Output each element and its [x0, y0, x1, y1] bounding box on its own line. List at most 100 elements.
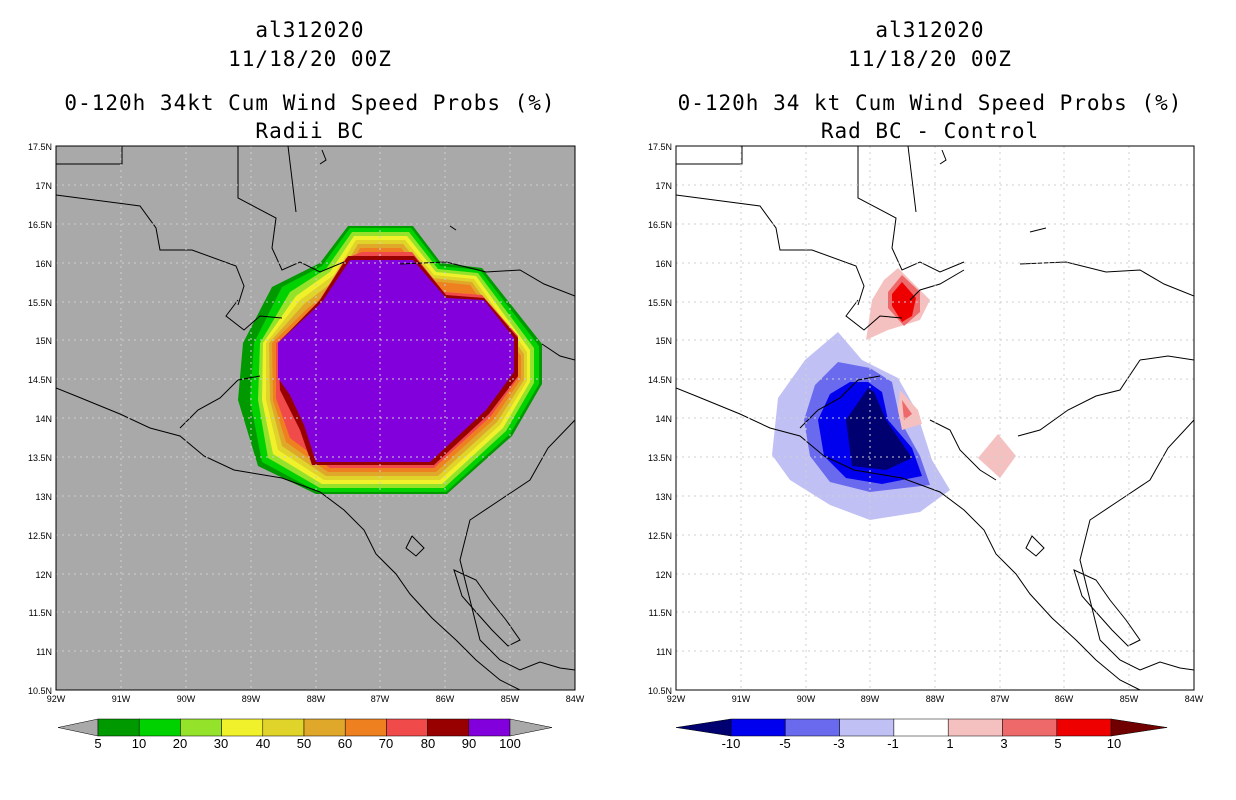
right-colorbar [675, 718, 1168, 737]
right-title: 0-120h 34 kt Cum Wind Speed Probs (%) [677, 91, 1183, 115]
colorbar-swatch [221, 718, 264, 737]
left-subtitle: Radii BC [255, 119, 365, 143]
right-lat-label: 11.5N [649, 608, 672, 618]
right-lat-label: 15.5N [648, 298, 672, 308]
right-colorbar-label: -1 [887, 736, 899, 751]
left-lon-label: 91W [112, 694, 131, 704]
colorbar-swatch [386, 718, 428, 737]
left-colorbar-label: 5 [94, 736, 101, 751]
right-coastlines [676, 146, 1194, 690]
right-colorbar-label: -10 [722, 736, 741, 751]
right-lat-label: 17.5N [648, 142, 672, 152]
left-colorbar-label: 10 [132, 736, 146, 751]
right-colorbar-label: 5 [1054, 736, 1061, 751]
colorbar-swatch [1056, 718, 1112, 737]
right-lat-label: 13.5N [648, 453, 672, 463]
left-lat-label: 11.5N [29, 608, 52, 618]
colorbar-low-end [57, 718, 99, 737]
left-lon-label: 92W [47, 694, 66, 704]
colorbar-swatch [344, 718, 387, 737]
right-lat-label: 16.5N [648, 220, 672, 230]
right-lon-label: 89W [861, 694, 880, 704]
right-lon-label: 84W [1185, 694, 1204, 704]
left-colorbar-label: 80 [421, 736, 435, 751]
right-datetime: 11/18/20 00Z [848, 47, 1012, 71]
left-lat-label: 14.5N [28, 375, 52, 385]
left-lon-label: 88W [307, 694, 326, 704]
left-lat-label: 16.5N [28, 220, 52, 230]
right-lon-label: 85W [1120, 694, 1139, 704]
right-lat-label: 12.5N [648, 531, 672, 541]
left-map: 17.5N 17N 16.5N 16N 15.5N 15N 14.5N 14N … [28, 142, 585, 751]
left-lat-label: 11N [36, 647, 52, 657]
right-lat-label: 16N [655, 259, 672, 269]
right-grid [676, 146, 1194, 690]
left-grid [56, 146, 575, 690]
left-datetime: 11/18/20 00Z [228, 47, 392, 71]
left-lon-label: 85W [501, 694, 520, 704]
colorbar-low-end [675, 718, 732, 737]
right-storm-id: al312020 [875, 18, 985, 42]
right-colorbar-label: 3 [1000, 736, 1007, 751]
left-colorbar-label: 30 [214, 736, 228, 751]
left-lat-label: 10.5N [28, 686, 52, 696]
left-lon-label: 86W [436, 694, 455, 704]
right-lat-label: 11N [656, 647, 672, 657]
left-storm-id: al312020 [255, 18, 365, 42]
left-lat-label: 16N [35, 259, 52, 269]
left-colorbar-label: 100 [499, 736, 521, 751]
anomaly-pos-1c [978, 434, 1016, 478]
left-lat-label: 15.5N [28, 298, 52, 308]
colorbar-swatch [303, 718, 346, 737]
left-colorbar-labels: 5 10 20 30 40 50 60 70 80 90 100 [94, 736, 520, 751]
left-colorbar-label: 20 [173, 736, 187, 751]
left-lat-label: 13.5N [28, 453, 52, 463]
right-lon-label: 91W [732, 694, 751, 704]
left-lat-label: 12.5N [28, 531, 52, 541]
right-lat-label: 10.5N [648, 686, 672, 696]
left-lat-label: 12N [35, 570, 52, 580]
right-colorbar-label: 1 [946, 736, 953, 751]
right-lon-label: 86W [1055, 694, 1074, 704]
right-map: 17.5N 17N 16.5N 16N 15.5N 15N 14.5N 14N … [648, 142, 1204, 751]
right-colorbar-labels: -10 -5 -3 -1 1 3 5 10 [722, 736, 1122, 751]
right-subtitle: Rad BC - Control [820, 119, 1040, 143]
right-lat-label: 14.5N [648, 375, 672, 385]
colorbar-swatch [468, 718, 511, 737]
right-colorbar-label: -3 [833, 736, 845, 751]
colorbar-swatch [262, 718, 305, 737]
right-map-frame [675, 145, 1195, 691]
right-lat-label: 17N [655, 181, 672, 191]
left-lon-label: 90W [177, 694, 196, 704]
left-map-frame [55, 145, 576, 691]
anomaly-pos-3b [902, 400, 912, 420]
left-colorbar [57, 718, 553, 737]
left-lat-label: 17N [35, 181, 52, 191]
right-colorbar-label: -5 [779, 736, 791, 751]
right-lat-label: 15N [655, 336, 672, 346]
left-lat-label: 13N [35, 492, 52, 502]
right-lon-label: 87W [991, 694, 1010, 704]
anomaly-neg-10 [846, 388, 912, 470]
prob-ring-90 [278, 260, 514, 462]
left-coastlines [56, 146, 575, 690]
colorbar-swatch [785, 718, 840, 737]
left-colorbar-label: 50 [297, 736, 311, 751]
left-lat-label: 17.5N [28, 142, 52, 152]
colorbar-swatch [138, 718, 181, 737]
colorbar-swatch [1002, 718, 1058, 737]
left-colorbar-label: 70 [379, 736, 393, 751]
right-lat-label: 13N [655, 492, 672, 502]
right-lat-label: 12N [655, 570, 672, 580]
left-lon-label: 87W [371, 694, 390, 704]
left-lon-label: 89W [242, 694, 261, 704]
colorbar-swatch [427, 718, 470, 737]
right-colorbar-label: 10 [1107, 736, 1121, 751]
colorbar-high-end [509, 718, 553, 737]
left-colorbar-label: 60 [338, 736, 352, 751]
colorbar-swatch [893, 718, 949, 737]
colorbar-swatch [839, 718, 895, 737]
left-lat-label: 14N [35, 414, 52, 424]
left-title: 0-120h 34kt Cum Wind Speed Probs (%) [64, 91, 556, 115]
colorbar-swatch [97, 718, 140, 737]
